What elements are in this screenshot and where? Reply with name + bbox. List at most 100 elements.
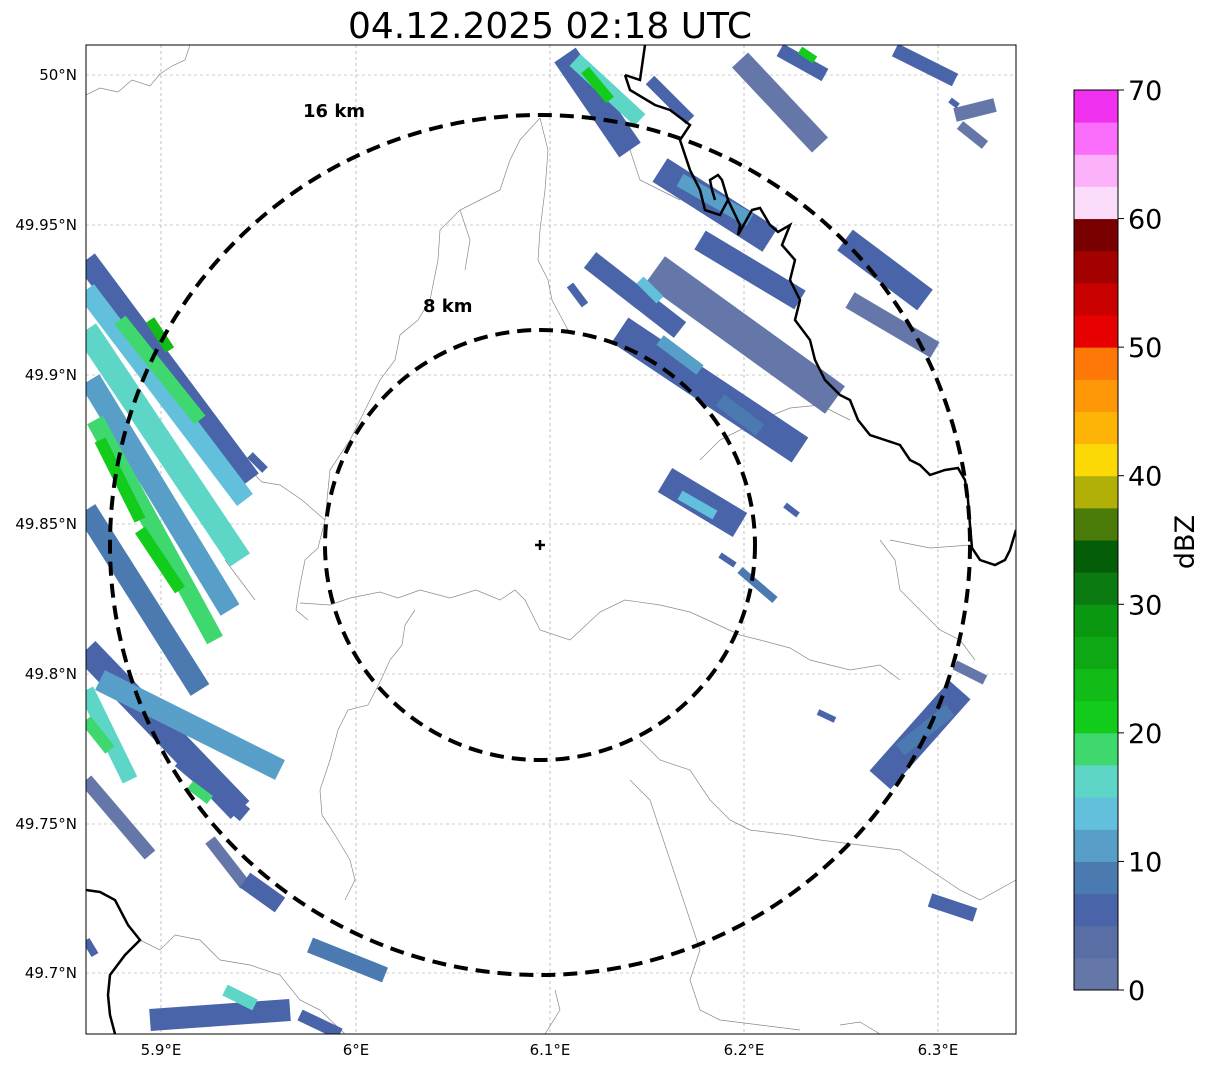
- y-tick-label: 49.75°N: [15, 815, 77, 833]
- echo-cell: [86, 716, 115, 754]
- boundary-line: [324, 117, 541, 521]
- echo-cell: [816, 709, 837, 723]
- echo-cell: [645, 256, 845, 414]
- echo-cell: [86, 775, 156, 860]
- echo-cell: [645, 75, 695, 125]
- x-tick-label: 6°E: [343, 1041, 370, 1059]
- colorbar-segment: [1074, 540, 1118, 573]
- echo-cell: [636, 276, 664, 304]
- echo-cell: [307, 937, 388, 983]
- colorbar-segment: [1074, 122, 1118, 155]
- echo-cell: [956, 121, 989, 149]
- colorbar-segment: [1074, 411, 1118, 445]
- colorbar-segment: [1074, 797, 1118, 830]
- colorbar-segment: [1074, 572, 1118, 605]
- colorbar-tick-label: 70: [1128, 76, 1162, 107]
- echo-cell: [783, 502, 800, 518]
- boundary-line: [739, 634, 901, 681]
- boundary-line: [249, 469, 326, 521]
- echo-cell: [135, 526, 185, 594]
- echo-cell: [114, 315, 206, 425]
- y-tick-label: 49.85°N: [15, 515, 77, 533]
- y-axis-ticks: 50°N 49.95°N 49.9°N 49.85°N 49.8°N 49.75…: [15, 66, 77, 982]
- colorbar: 0 10 20 30 40 50 60 70 dBZ: [1073, 76, 1201, 1007]
- boundary-line: [295, 519, 326, 621]
- colorbar-segment: [1074, 507, 1118, 541]
- colorbar-segment: [1074, 379, 1118, 412]
- echo-cell: [611, 317, 809, 463]
- echo-cell: [95, 670, 285, 780]
- echo-cell: [174, 753, 251, 822]
- y-tick-label: 49.8°N: [25, 665, 77, 683]
- ring-label-16km: 16 km: [303, 101, 365, 122]
- echo-cell: [187, 781, 213, 804]
- boundary-line: [224, 559, 256, 601]
- y-tick-label: 49.9°N: [25, 366, 77, 384]
- radar-site-marker: [535, 540, 545, 550]
- colorbar-label: dBZ: [1170, 515, 1201, 569]
- echo-cell: [694, 230, 806, 310]
- colorbar-segment: [1074, 861, 1118, 895]
- echo-cell: [581, 66, 614, 104]
- colorbar-tick-label: 0: [1128, 976, 1145, 1007]
- national-borders: [86, 45, 1016, 1034]
- y-tick-label: 49.7°N: [25, 964, 77, 982]
- boundary-line: [139, 934, 346, 1034]
- colorbar-tick-label: 50: [1128, 333, 1162, 364]
- x-tick-label: 5.9°E: [141, 1041, 182, 1059]
- echo-cell: [149, 999, 291, 1031]
- x-tick-label: 6.2°E: [724, 1041, 765, 1059]
- range-ring-16km: [108, 113, 972, 977]
- map-frame: [85, 44, 1017, 1035]
- colorbar-segments: [1074, 90, 1118, 991]
- colorbar-segment: [1074, 700, 1118, 734]
- colorbar-ticks: 0 10 20 30 40 50 60 70: [1118, 76, 1162, 1007]
- echo-cell: [718, 552, 737, 568]
- colorbar-segment: [1074, 668, 1118, 702]
- boundary-line: [544, 989, 561, 1034]
- echo-cell: [715, 394, 765, 436]
- colorbar-tick-label: 40: [1128, 462, 1162, 493]
- echo-cell: [566, 282, 589, 308]
- echo-cell: [797, 46, 818, 64]
- map-background: [86, 45, 1016, 1034]
- echo-cell: [731, 52, 829, 153]
- echo-cell: [94, 437, 146, 523]
- colorbar-frame: [1073, 89, 1119, 991]
- boundary-line: [537, 117, 569, 331]
- colorbar-segment: [1074, 765, 1118, 798]
- colorbar-segment: [1074, 604, 1118, 637]
- y-tick-label: 49.95°N: [15, 216, 77, 234]
- echo-cell: [737, 566, 778, 604]
- admin-boundaries: [86, 45, 1016, 1034]
- echo-cell: [891, 45, 959, 87]
- echo-cell: [837, 229, 933, 311]
- map-content: 16 km 8 km: [86, 45, 1016, 1034]
- x-tick-label: 6.1°E: [530, 1041, 571, 1059]
- colorbar-tick-label: 60: [1128, 205, 1162, 236]
- boundary-line: [639, 739, 1016, 901]
- colorbar-segment: [1074, 282, 1118, 316]
- range-ring-8km: [323, 328, 757, 762]
- echo-cell: [222, 984, 258, 1011]
- y-tick-label: 50°N: [39, 66, 77, 84]
- boundary-line: [459, 209, 471, 271]
- echo-cell: [86, 323, 250, 567]
- colorbar-segment: [1074, 250, 1118, 284]
- figure-title: 04.12.2025 02:18 UTC: [348, 6, 752, 47]
- colorbar-segment: [1074, 90, 1118, 123]
- x-tick-label: 6.3°E: [918, 1041, 959, 1059]
- echo-cell: [86, 937, 99, 958]
- colorbar-segment: [1074, 957, 1118, 991]
- echo-cell: [895, 704, 955, 756]
- colorbar-tick-label: 30: [1128, 590, 1162, 621]
- colorbar-tick-label: 20: [1128, 719, 1162, 750]
- echo-cell: [776, 45, 829, 82]
- colorbar-segment: [1074, 732, 1118, 766]
- echo-cell: [205, 836, 250, 889]
- echo-cell: [297, 1009, 343, 1034]
- colorbar-segment: [1074, 829, 1118, 862]
- echo-cell: [953, 98, 997, 122]
- boundary-line: [629, 779, 801, 1031]
